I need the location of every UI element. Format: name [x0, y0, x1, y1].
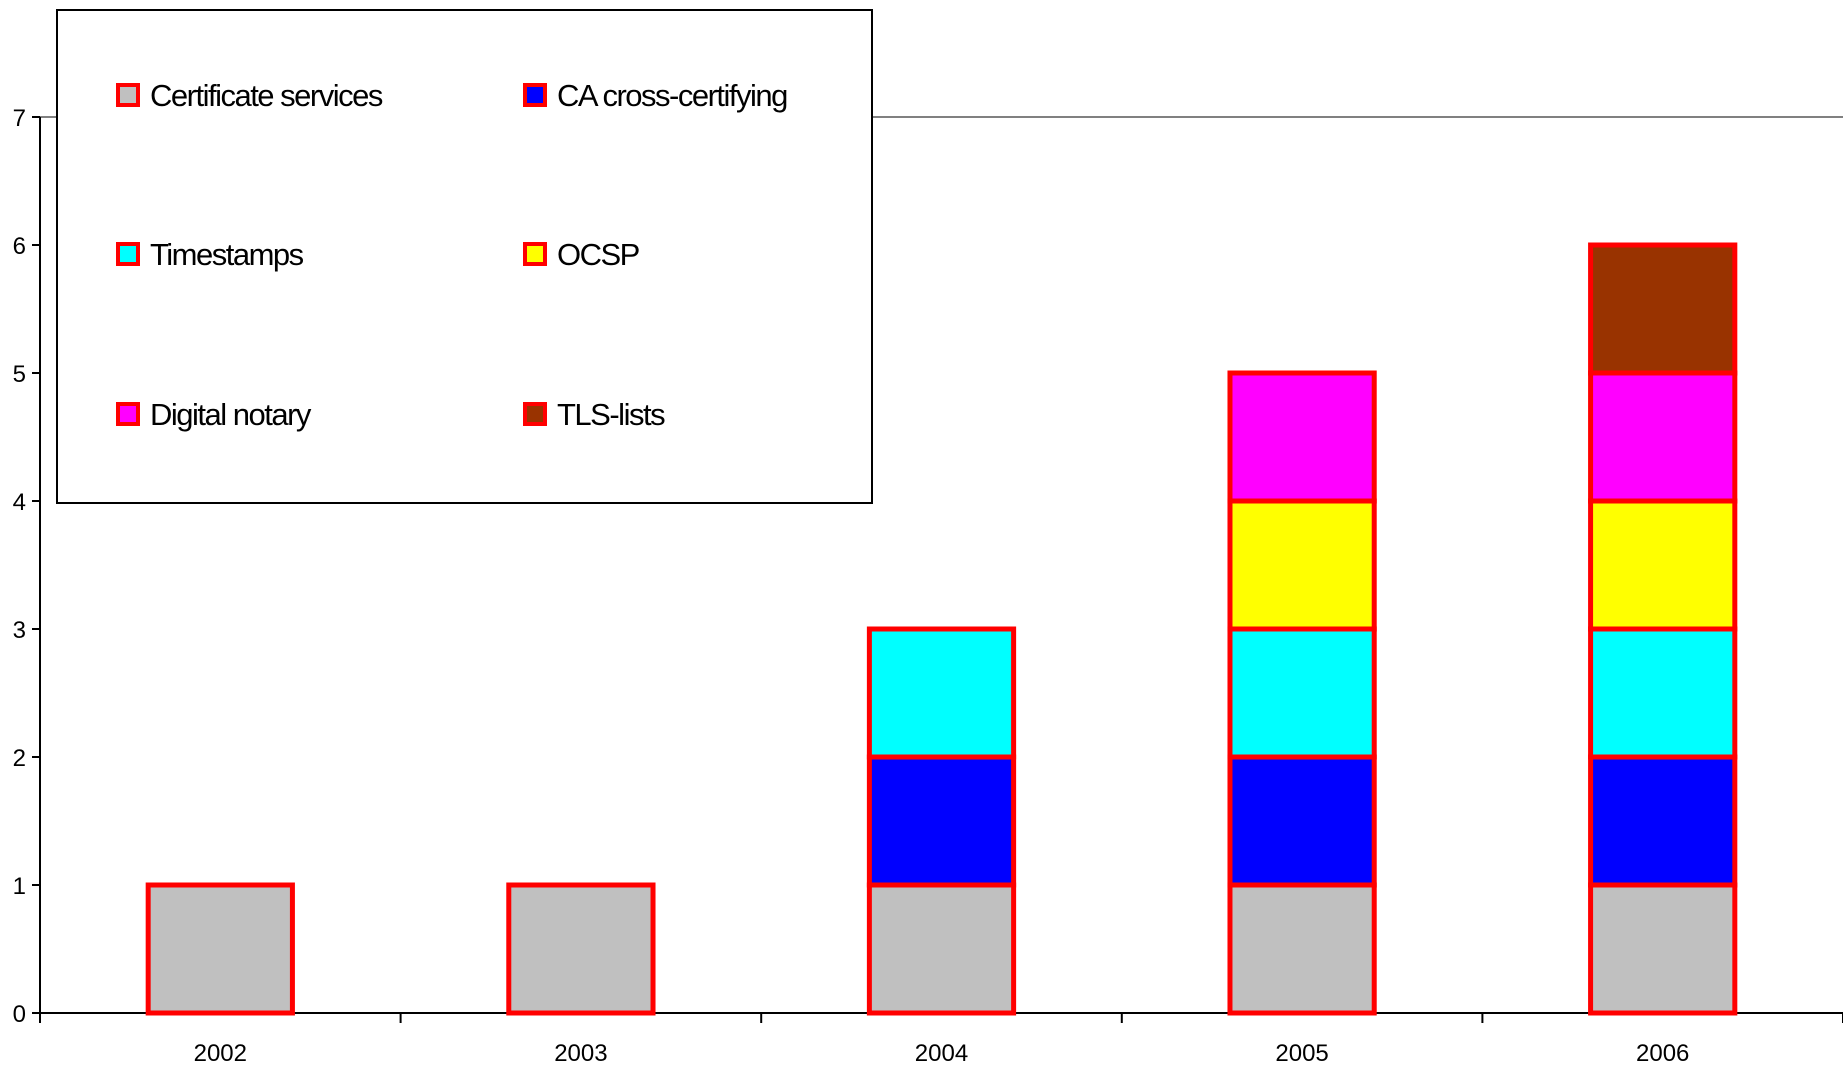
legend-label: Timestamps: [150, 237, 304, 272]
legend-swatch: [523, 242, 547, 266]
y-axis-ticks: 0 1 2 3 4 5 6 7: [13, 105, 40, 1028]
bar-segment: [866, 882, 1017, 1016]
bar-segment: [1588, 882, 1738, 1016]
y-tick-label: 1: [13, 873, 26, 900]
x-tick-label: 2005: [1275, 1040, 1328, 1067]
y-tick-label: 7: [13, 105, 26, 132]
bar-segment: [1227, 882, 1377, 1016]
bar-segment: [1588, 626, 1738, 760]
y-tick-label: 2: [13, 745, 26, 772]
legend: Certificate services CA cross-certifying T…: [56, 9, 873, 504]
legend-label: OCSP: [557, 237, 640, 272]
y-tick-label: 3: [13, 617, 26, 644]
bar-segment: [506, 882, 656, 1016]
x-axis-ticks: 2002 2003 2004 2005 2006: [39, 1013, 1843, 1067]
legend-label: CA cross-certifying: [557, 78, 787, 113]
legend-label: Certificate services: [150, 78, 383, 113]
legend-label: Digital notary: [150, 397, 312, 432]
bar-segment: [866, 626, 1017, 760]
x-tick-label: 2006: [1636, 1040, 1689, 1067]
legend-label: TLS-lists: [557, 397, 665, 432]
bar-segment: [1588, 498, 1738, 632]
bar-segment: [1227, 754, 1377, 888]
bars: [145, 242, 1738, 1016]
bar-segment: [1588, 370, 1738, 504]
bar-segment: [1227, 498, 1377, 632]
legend-box: [56, 9, 873, 504]
y-tick-label: 6: [13, 233, 26, 260]
legend-swatch: [523, 402, 547, 426]
y-tick-label: 0: [13, 1001, 26, 1028]
y-tick-label: 5: [13, 361, 26, 388]
bar-segment: [1227, 626, 1377, 760]
x-tick-label: 2004: [915, 1040, 968, 1067]
bar-segment: [866, 754, 1017, 888]
bar-segment: [145, 882, 295, 1016]
bar-segment: [1588, 242, 1738, 376]
y-tick-label: 4: [13, 489, 26, 516]
bar-segment: [1227, 370, 1377, 504]
legend-swatch: [116, 242, 140, 266]
bar-segment: [1588, 754, 1738, 888]
legend-swatch: [523, 83, 547, 107]
legend-swatch: [116, 83, 140, 107]
x-tick-label: 2003: [554, 1040, 607, 1067]
legend-swatch: [116, 402, 140, 426]
x-tick-label: 2002: [194, 1040, 247, 1067]
